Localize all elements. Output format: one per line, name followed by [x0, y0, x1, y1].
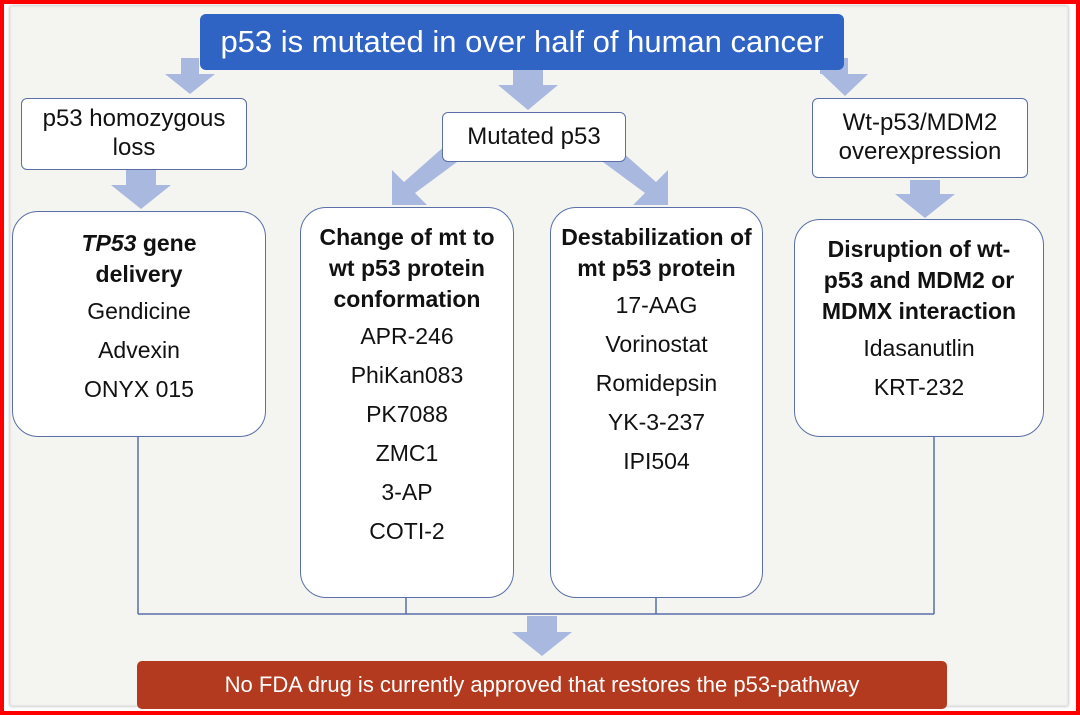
strategy-title-rest: Change of mt to wt p53 protein conformat…	[319, 224, 495, 312]
strategy-mdm2-disruption: Disruption of wt-p53 and MDM2 or MDMX in…	[794, 219, 1044, 437]
drug-item: Romidepsin	[595, 370, 718, 396]
drug-item: KRT-232	[873, 374, 965, 400]
strategy-title-italic: TP53	[81, 230, 137, 256]
strategy-destabilization: Destabilization of mt p53 protein 17-AAG…	[550, 207, 763, 598]
strategy-title-rest: gene delivery	[95, 230, 197, 287]
drug-list: Idasanutlin KRT-232	[863, 329, 974, 407]
drug-item: YK-3-237	[607, 409, 706, 435]
bottom-banner-text: No FDA drug is currently approved that r…	[224, 672, 860, 697]
strategy-title-rest: Disruption of wt-p53 and MDM2 or MDMX in…	[821, 236, 1017, 324]
strategy-title: Destabilization of mt p53 protein	[559, 222, 755, 284]
drug-item: Advexin	[98, 337, 180, 363]
drug-item: 3-AP	[381, 479, 433, 505]
drug-item: 17-AAG	[615, 292, 698, 318]
bottom-banner: No FDA drug is currently approved that r…	[137, 661, 947, 709]
drug-item: ZMC1	[375, 440, 439, 466]
arrow-top-to-mutated	[498, 70, 558, 110]
arrow-wt-mdm2-to-disruption	[895, 180, 955, 218]
strategy-conformation-change: Change of mt to wt p53 protein conformat…	[300, 207, 514, 598]
top-banner: p53 is mutated in over half of human can…	[200, 14, 844, 70]
strategy-title: Disruption of wt-p53 and MDM2 or MDMX in…	[814, 234, 1024, 327]
drug-item: PhiKan083	[350, 362, 464, 388]
arrow-homozygous-to-gene-delivery	[111, 170, 171, 209]
drug-list: Gendicine Advexin ONYX 015	[84, 292, 194, 409]
drug-item: Gendicine	[87, 298, 191, 324]
drug-item: ONYX 015	[84, 376, 194, 402]
strategy-title: TP53 gene delivery	[64, 228, 214, 290]
arrow-to-bottom-banner	[512, 616, 572, 656]
category-homozygous-loss: p53 homozygous loss	[21, 98, 247, 170]
merge-lines	[137, 437, 935, 615]
category-wt-mdm2-overexpression: Wt-p53/MDM2 overexpression	[812, 98, 1028, 178]
drug-list: APR-246 PhiKan083 PK7088 ZMC1 3-AP COTI-…	[351, 317, 464, 551]
arrow-top-to-homozygous	[165, 58, 215, 94]
drug-item: IPI504	[623, 448, 690, 474]
category-label: Wt-p53/MDM2 overexpression	[838, 109, 1002, 165]
drug-item: PK7088	[366, 401, 448, 427]
strategy-title-rest: Destabilization of mt p53 protein	[561, 224, 752, 281]
drug-list: 17-AAG Vorinostat Romidepsin YK-3-237 IP…	[596, 286, 717, 481]
category-mutated-p53: Mutated p53	[442, 112, 626, 162]
category-label: Mutated p53	[467, 122, 601, 150]
drug-item: Vorinostat	[605, 331, 708, 357]
strategy-gene-delivery: TP53 gene delivery Gendicine Advexin ONY…	[12, 211, 266, 437]
category-label: p53 homozygous loss	[42, 105, 226, 161]
drug-item: APR-246	[360, 323, 454, 349]
strategy-title: Change of mt to wt p53 protein conformat…	[317, 222, 497, 315]
top-banner-text: p53 is mutated in over half of human can…	[220, 24, 824, 59]
drug-item: COTI-2	[369, 518, 445, 544]
drug-item: Idasanutlin	[863, 335, 975, 361]
